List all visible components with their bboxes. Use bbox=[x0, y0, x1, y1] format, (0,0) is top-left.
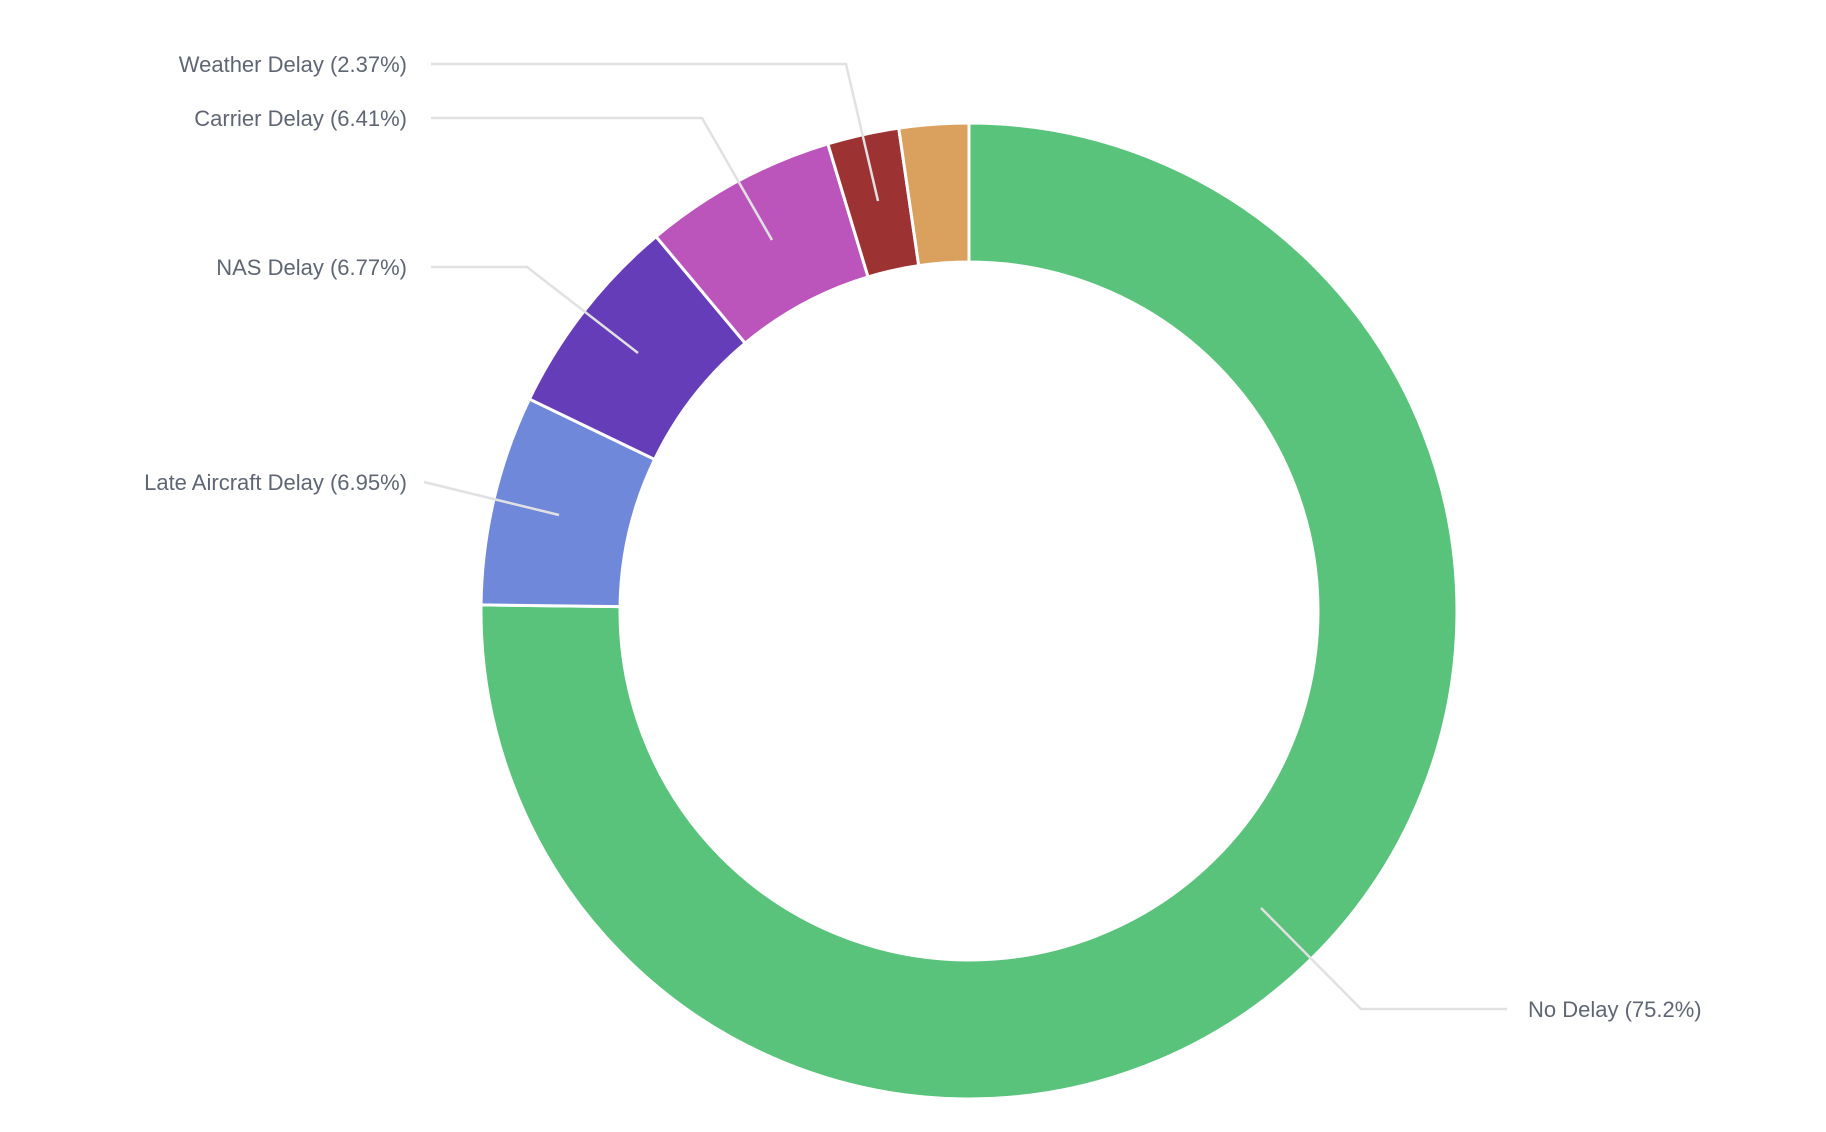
slice-unlabeled-5[interactable] bbox=[897, 121, 971, 268]
leader-line-carrier bbox=[431, 116, 774, 241]
leader-line-nas bbox=[431, 265, 639, 354]
slice-label-late-aircraft: Late Aircraft Delay (6.95%) bbox=[144, 470, 407, 495]
slice-label-no-delay: No Delay (75.2%) bbox=[1528, 997, 1702, 1022]
leader-line-weather bbox=[431, 62, 880, 202]
slice-label-nas: NAS Delay (6.77%) bbox=[216, 255, 407, 280]
slice-label-carrier: Carrier Delay (6.41%) bbox=[194, 106, 407, 131]
slice-no-delay[interactable] bbox=[479, 121, 1459, 1101]
slices bbox=[479, 121, 1459, 1101]
leader-lines bbox=[423, 62, 1507, 1011]
leader-line-late-aircraft bbox=[423, 480, 560, 517]
slice-label-weather: Weather Delay (2.37%) bbox=[179, 52, 407, 77]
leader-line-no-delay bbox=[1260, 907, 1507, 1011]
